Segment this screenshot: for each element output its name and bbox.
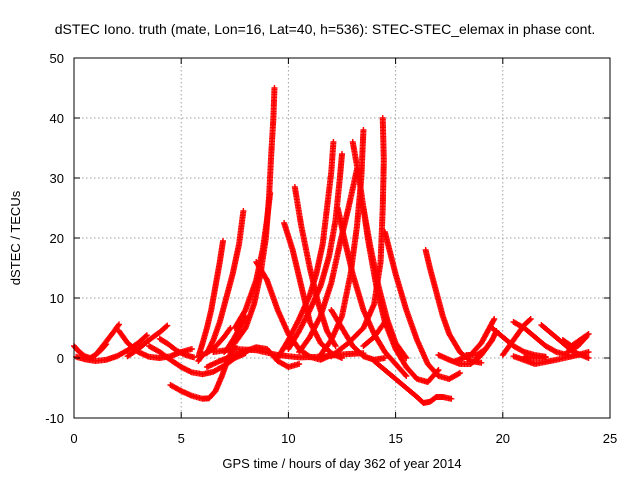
data-marks [71, 85, 592, 406]
plus-marker [582, 335, 589, 342]
plus-marker [220, 238, 227, 244]
series-29 [381, 229, 463, 382]
y-tick-label: 30 [50, 171, 64, 186]
plus-marker [188, 346, 195, 352]
y-tick-label: 10 [50, 291, 64, 306]
y-tick-label: 20 [50, 231, 64, 246]
plus-marker [448, 395, 455, 402]
plus-marker [332, 343, 339, 349]
plus-marker [585, 355, 592, 361]
x-tick-label: 0 [70, 431, 77, 446]
plus-marker [527, 316, 534, 322]
x-tick-label: 25 [603, 431, 617, 446]
series-33 [435, 328, 500, 367]
series-43 [521, 353, 549, 361]
x-tick-labels: 0 5 10 15 20 25 [70, 431, 617, 446]
plus-marker [163, 323, 170, 330]
series-31 [371, 358, 455, 406]
series-35 [463, 337, 496, 358]
plus-marker [142, 333, 149, 340]
plus-marker [402, 371, 409, 378]
chart-title: dSTEC Iono. truth (mate, Lon=16, Lat=40,… [55, 21, 595, 37]
plus-marker [384, 316, 391, 322]
series-39 [510, 349, 592, 367]
plus-marker [403, 355, 410, 361]
plus-marker [116, 321, 123, 328]
series-32 [422, 247, 485, 366]
y-tick-label: 50 [50, 51, 64, 66]
plus-marker [267, 190, 274, 196]
series-9 [195, 238, 227, 360]
x-tick-label: 15 [388, 431, 402, 446]
series-27 [328, 307, 388, 363]
x-tick-label: 5 [178, 431, 185, 446]
plus-marker [379, 115, 386, 121]
plus-marker [164, 322, 171, 329]
plus-marker [143, 332, 150, 339]
y-tick-label: -10 [45, 411, 64, 426]
plus-marker [583, 334, 590, 340]
plus-marker [403, 373, 410, 379]
y-axis-label: dSTEC / TECUs [8, 190, 23, 285]
plus-marker [402, 353, 409, 360]
y-tick-labels: -10 0 10 20 30 40 50 [45, 51, 64, 426]
series-21 [285, 151, 345, 352]
plus-marker [296, 361, 303, 367]
plus-marker [115, 322, 122, 329]
plus-marker [488, 338, 495, 345]
series-20 [274, 139, 337, 361]
plus-marker [330, 139, 337, 145]
plus-marker [242, 313, 249, 319]
plus-marker [360, 127, 367, 133]
plus-marker [240, 208, 247, 214]
series-15 [225, 313, 249, 351]
plus-marker [381, 355, 388, 361]
y-tick-label: 40 [50, 111, 64, 126]
plus-marker [526, 317, 533, 323]
series-11 [203, 208, 247, 357]
plus-marker [271, 85, 278, 91]
series-30 [360, 316, 391, 349]
series-37 [510, 319, 571, 358]
series-3 [92, 321, 123, 358]
series-6 [156, 335, 198, 361]
series-42 [564, 334, 590, 355]
y-tick-label: 0 [57, 351, 64, 366]
plus-marker [489, 337, 496, 343]
series-18 [281, 220, 345, 361]
plus-marker [542, 354, 549, 361]
series-5 [124, 322, 171, 360]
x-tick-label: 10 [281, 431, 295, 446]
plus-marker [491, 316, 498, 322]
plus-marker [305, 352, 312, 359]
plus-marker [456, 370, 463, 376]
series-25 [334, 205, 410, 379]
plus-marker [226, 326, 233, 333]
x-axis-label: GPS time / hours of day 362 of year 2014 [222, 456, 461, 471]
plus-marker [339, 355, 345, 361]
x-tick-label: 20 [496, 431, 510, 446]
axis-ticks [73, 57, 611, 419]
series-28 [328, 115, 387, 360]
plus-marker [383, 317, 390, 324]
plus-marker [339, 151, 345, 157]
plus-marker [585, 349, 592, 355]
plus-marker [478, 359, 485, 366]
